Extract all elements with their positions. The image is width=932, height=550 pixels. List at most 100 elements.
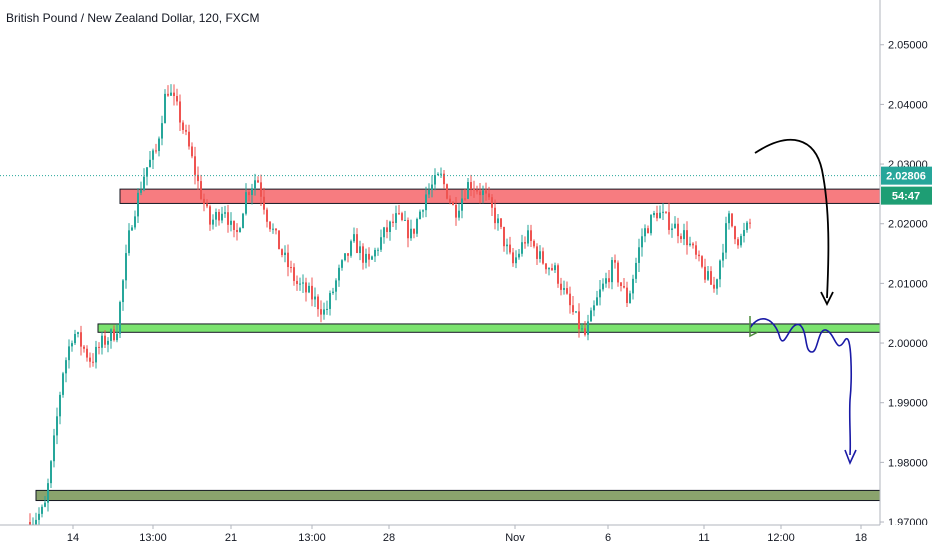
- candle-body: [653, 212, 655, 216]
- candle-body: [674, 223, 676, 229]
- candle-body: [227, 212, 229, 225]
- candle-body: [74, 333, 76, 344]
- candle-body: [290, 267, 292, 269]
- candle-body: [593, 305, 595, 311]
- candle-body: [197, 174, 199, 182]
- candle-body: [497, 218, 499, 224]
- candle-body: [257, 180, 259, 183]
- candle-body: [740, 236, 742, 246]
- candle-body: [728, 213, 730, 224]
- candle-body: [329, 293, 331, 309]
- candle-body: [659, 212, 661, 219]
- candle-body: [410, 228, 412, 239]
- candle-body: [500, 218, 502, 227]
- y-tick-label: 1.98000: [888, 457, 928, 469]
- candle-body: [722, 252, 724, 261]
- candle-body: [734, 226, 736, 240]
- candle-body: [518, 253, 520, 258]
- candle-body: [62, 373, 64, 395]
- candle-body: [743, 230, 745, 237]
- candle-body: [503, 226, 505, 247]
- candle-body: [113, 329, 115, 341]
- candle-body: [425, 194, 427, 211]
- candle-body: [554, 265, 556, 271]
- candle-body: [359, 246, 361, 253]
- candle-body: [584, 328, 586, 335]
- candle-body: [155, 150, 157, 152]
- candle-body: [626, 287, 628, 304]
- candle-body: [665, 211, 667, 213]
- x-tick-label: 21: [225, 532, 237, 544]
- candle-body: [416, 219, 418, 234]
- zone-resistance: [119, 188, 881, 204]
- candle-body: [245, 192, 247, 214]
- candle-body: [380, 237, 382, 250]
- candle-body: [440, 173, 442, 175]
- candle-body: [446, 184, 448, 199]
- candle-body: [731, 213, 733, 227]
- candle-body: [596, 297, 598, 306]
- candle-body: [656, 212, 658, 219]
- candle-body: [200, 181, 202, 199]
- candle-body: [254, 180, 256, 189]
- candle-body: [281, 249, 283, 255]
- candle-body: [428, 189, 430, 195]
- candle-body: [83, 346, 85, 349]
- candle-body: [476, 190, 478, 192]
- x-tick-label: 13:00: [298, 532, 326, 544]
- candle-body: [629, 293, 631, 304]
- candle-body: [173, 92, 175, 97]
- candle-body: [407, 219, 409, 239]
- candle-body: [38, 513, 40, 520]
- candle-body: [179, 101, 181, 123]
- candle-body: [575, 311, 577, 313]
- candle-body: [692, 243, 694, 246]
- candle-body: [647, 228, 649, 234]
- candle-body: [677, 223, 679, 237]
- candle-body: [467, 182, 469, 199]
- candle-body: [617, 262, 619, 283]
- candle-body: [515, 257, 517, 264]
- candle-body: [527, 230, 529, 244]
- chart-title: British Pound / New Zealand Dollar, 120,…: [6, 11, 259, 25]
- candle-body: [35, 519, 37, 525]
- candle-body: [269, 221, 271, 230]
- time-axis-bg: [0, 525, 932, 550]
- candle-body: [632, 278, 634, 294]
- candle-body: [308, 285, 310, 293]
- candle-body: [464, 198, 466, 200]
- candle-body: [560, 283, 562, 290]
- candle-body: [95, 346, 97, 363]
- candle-body: [668, 212, 670, 230]
- candle-body: [557, 265, 559, 284]
- candle-body: [368, 253, 370, 260]
- candle-body: [746, 222, 748, 231]
- candle-body: [56, 416, 58, 436]
- candle-body: [749, 222, 751, 224]
- x-tick-label: 28: [383, 532, 395, 544]
- candles-layer: [29, 84, 751, 536]
- candle-body: [119, 302, 121, 334]
- candle-body: [548, 268, 550, 270]
- candle-body: [707, 271, 709, 280]
- candle-body: [386, 227, 388, 232]
- candle-body: [539, 251, 541, 259]
- candle-body: [614, 260, 616, 263]
- candle-body: [623, 286, 625, 288]
- price-axis-bg: [880, 0, 932, 525]
- candle-body: [44, 502, 46, 507]
- candle-body: [344, 253, 346, 261]
- candle-body: [275, 228, 277, 231]
- last-price-label: 2.02806: [886, 171, 926, 183]
- candle-body: [203, 198, 205, 204]
- y-tick-label: 2.05000: [888, 40, 928, 52]
- candle-body: [161, 123, 163, 139]
- candle-body: [479, 191, 481, 196]
- candle-body: [638, 247, 640, 263]
- candle-body: [137, 192, 139, 217]
- candle-body: [413, 228, 415, 234]
- candle-body: [371, 256, 373, 260]
- time-axis: 14 13:00 21 13:00 28 Nov 6 11 12:00 18: [67, 525, 867, 544]
- candle-body: [452, 202, 454, 205]
